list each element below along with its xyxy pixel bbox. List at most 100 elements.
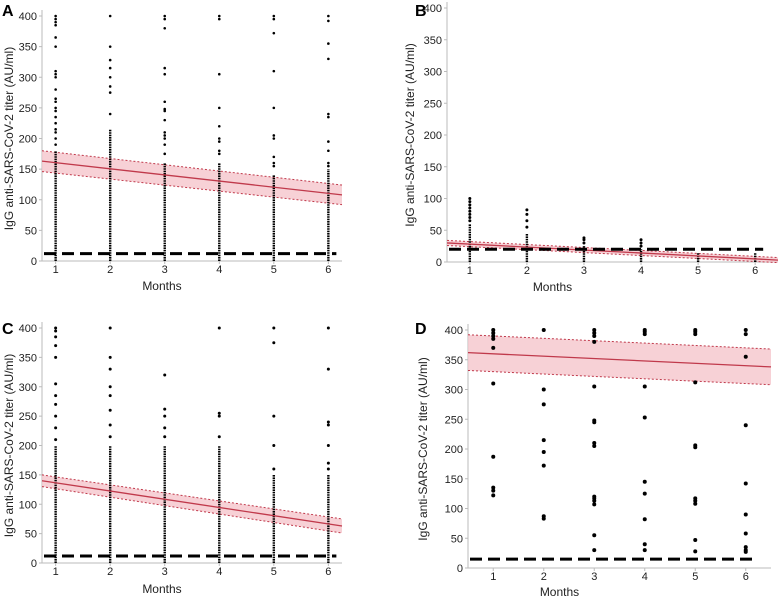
data-point [272,161,276,165]
data-point [272,137,276,140]
data-point [163,134,167,137]
y-tick-label: 50 [25,225,37,237]
data-point [327,140,330,143]
data-point [272,17,276,21]
data-point [743,332,748,337]
x-tick-label: 3 [162,566,168,578]
y-tick-label: 0 [436,257,442,269]
x-tick-label: 5 [695,265,701,277]
data-point [592,502,597,507]
data-point [272,164,276,168]
x-axis-label: Months [142,582,181,596]
data-point [54,143,57,146]
data-point [54,121,57,125]
data-point [525,219,529,223]
data-point [108,423,112,427]
x-tick-label: 2 [107,566,113,578]
x-axis-label: Months [533,280,572,294]
data-point [272,14,276,18]
y-tick-label: 300 [19,382,37,394]
data-point [327,164,330,168]
x-tick-label: 3 [581,265,587,277]
data-point [743,354,748,359]
data-point [693,445,698,450]
data-point [326,326,330,330]
y-tick-label: 100 [19,195,37,207]
data-point [592,441,597,446]
y-tick-label: 250 [424,98,442,110]
data-point [108,58,112,62]
data-point [163,143,167,146]
data-point [592,548,597,553]
data-point [108,435,112,439]
data-point [327,149,330,153]
y-tick-label: 350 [424,35,442,47]
y-tick-label: 200 [19,441,37,453]
data-point [693,498,698,503]
data-point [327,42,330,45]
panel-label: A [2,3,14,20]
y-tick-label: 150 [19,470,37,482]
x-tick-label: 1 [53,566,59,578]
data-point [54,344,58,348]
data-point [54,355,58,359]
data-point [592,339,597,344]
data-point [54,109,57,113]
panel-label: B [415,3,427,20]
data-point [163,72,167,76]
data-point [491,345,496,350]
data-point [54,326,58,330]
data-point [54,335,58,339]
data-point [54,45,57,48]
data-point [468,203,472,207]
y-tick-label: 200 [19,134,37,146]
data-point [54,36,57,39]
data-point [592,533,597,538]
data-point [491,485,496,490]
x-tick-label: 1 [490,571,496,583]
data-point [217,435,221,439]
panel-c: C 0 50 100 150 200 250 300 350 400 1 2 3 4 5 6 Months IgG… [2,321,343,596]
data-point [217,326,221,330]
data-point [108,45,112,48]
data-point [217,17,221,21]
data-point [163,100,167,104]
data-point [468,209,472,213]
y-tick-label: 0 [457,563,463,575]
x-tick-label: 2 [541,571,547,583]
data-point [541,463,546,468]
data-point [217,149,221,153]
data-point [468,200,472,204]
panel-label: C [2,321,14,338]
data-point [743,545,748,550]
data-point [592,384,597,389]
x-tick-label: 6 [325,264,331,276]
panel-d: D 0 50 100 150 200 250 300 350 400 1 2 3 4 5 6 Months IgG… [415,321,772,598]
data-point [491,336,496,341]
y-axis-label: IgG anti-SARS-CoV-2 titer (AU/ml) [403,43,417,226]
ci-lower-line [41,486,343,534]
data-point [54,100,57,104]
data-point [54,128,57,131]
data-point [272,69,276,73]
data-point [326,444,330,447]
y-tick-label: 50 [25,529,37,541]
x-tick-label: 1 [467,265,473,277]
data-point [525,208,529,212]
data-point [54,402,58,406]
x-axis-label: Months [540,585,579,598]
data-point [642,517,647,522]
data-point [639,241,643,245]
data-point [272,414,276,418]
y-axis-label: IgG anti-SARS-CoV-2 titer (AU/ml) [416,357,430,540]
data-point [54,72,57,76]
data-point [108,112,112,116]
data-point [541,438,546,443]
data-point [108,367,112,371]
data-point [582,241,586,245]
data-point [217,140,221,143]
data-point [217,411,221,415]
data-point [163,17,167,21]
data-point [108,85,112,88]
